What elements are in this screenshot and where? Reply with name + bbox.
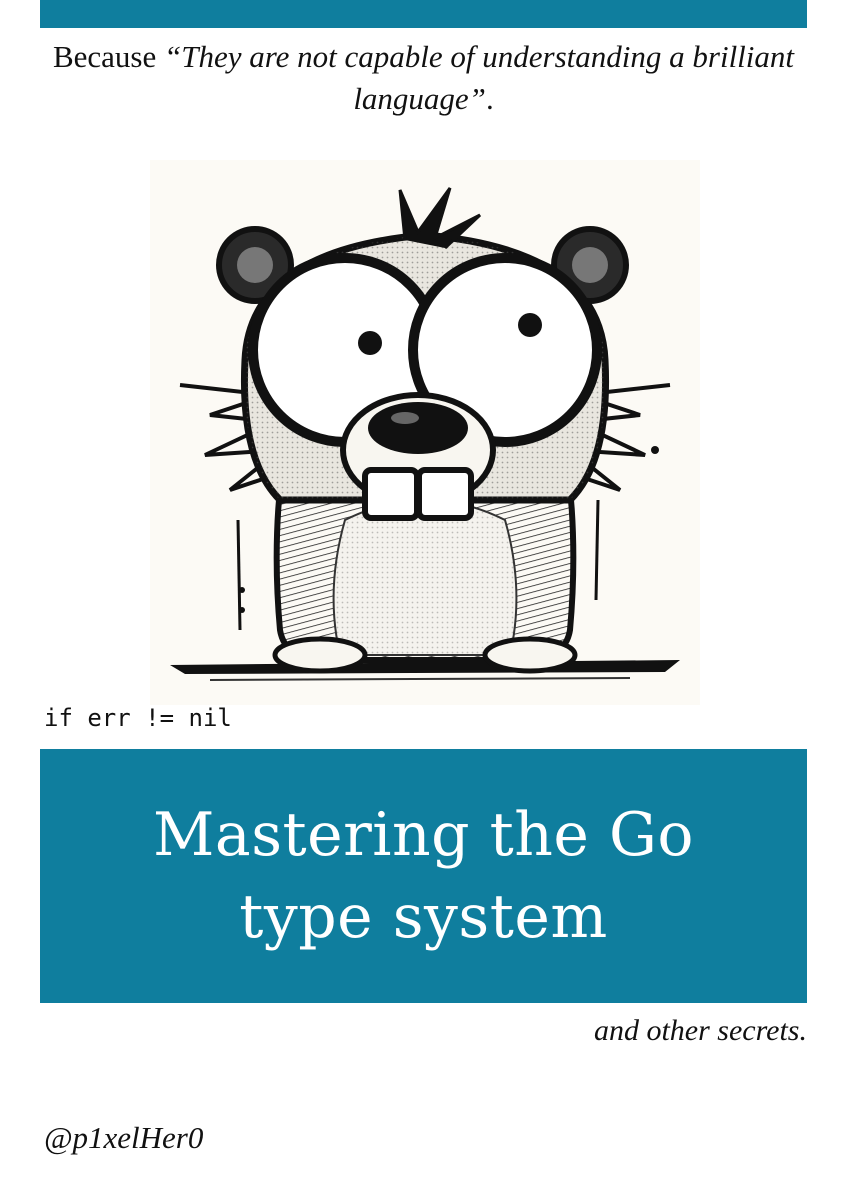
tagline-quote: “They are not capable of understanding a…	[164, 39, 795, 116]
book-title: Mastering the Go type system	[153, 800, 694, 952]
author-handle: @p1xelHer0	[44, 1120, 204, 1155]
gopher-illustration	[150, 160, 700, 705]
top-accent-bar	[40, 0, 807, 28]
code-snippet: if err != nil	[44, 704, 232, 732]
book-subtitle: and other secrets.	[593, 1014, 807, 1047]
gopher-icon	[170, 187, 680, 681]
tagline-prefix: Because	[52, 39, 164, 74]
tagline-suffix: .	[485, 81, 494, 116]
tagline: Because “They are not capable of underst…	[40, 36, 807, 120]
title-panel: Mastering the Go type system	[40, 749, 807, 1003]
